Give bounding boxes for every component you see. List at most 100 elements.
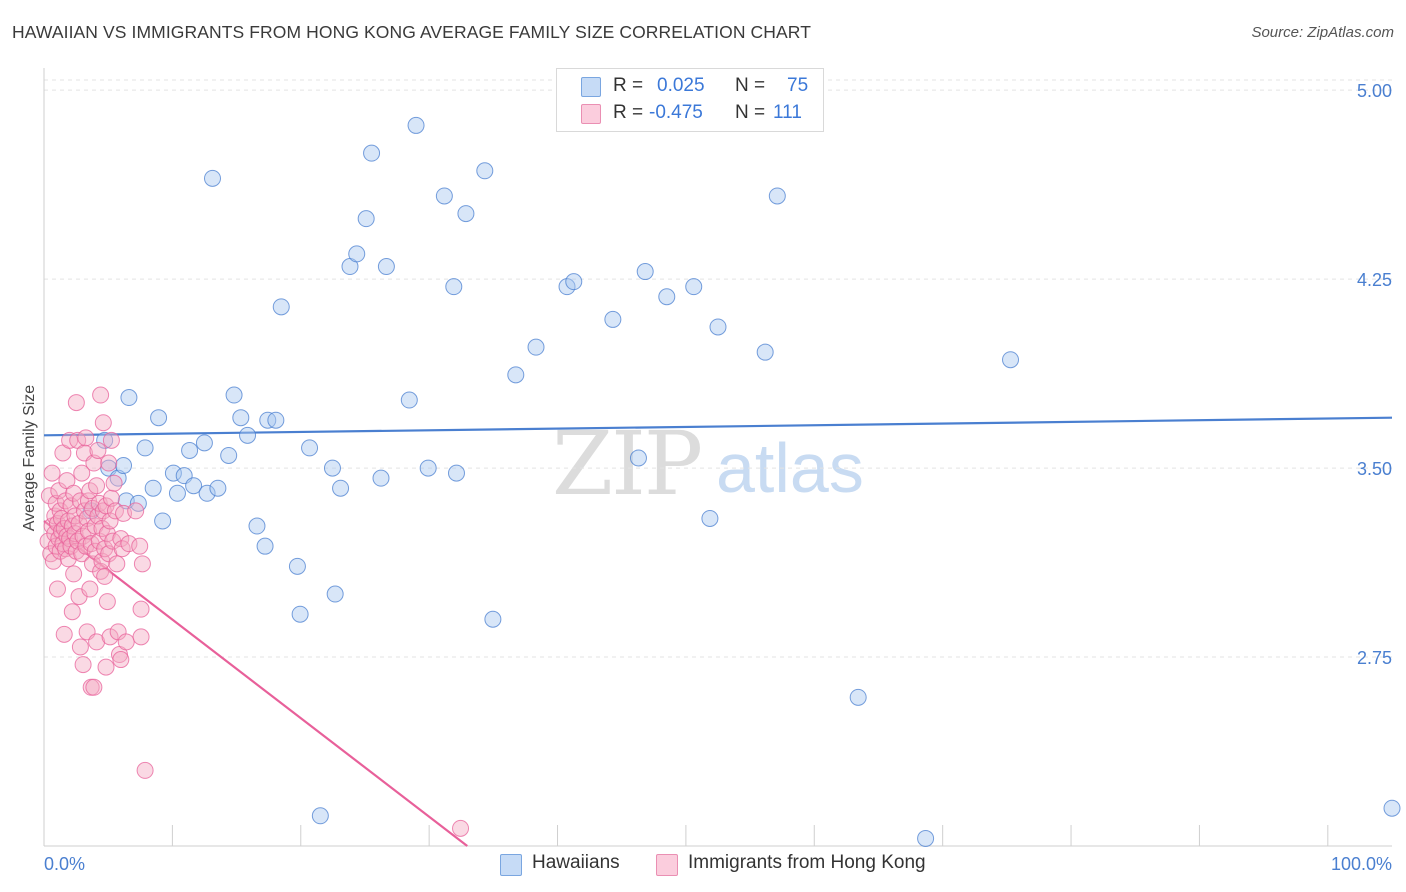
data-point: [48, 580, 66, 598]
data-point: [105, 474, 123, 492]
data-point: [185, 477, 203, 495]
data-point: [565, 273, 583, 291]
data-point: [476, 162, 494, 180]
data-point: [94, 414, 112, 432]
data-point: [74, 656, 92, 674]
y-tick-label: 4.25: [1357, 270, 1392, 290]
stats-legend-row-hawaiians: R = 0.025 N = 75: [557, 74, 823, 100]
data-point: [132, 628, 150, 646]
stats-legend-row-hongkong: R = -0.475 N = 111: [557, 101, 823, 127]
data-point: [73, 464, 91, 482]
data-point: [81, 580, 99, 598]
data-point: [372, 469, 390, 487]
data-point: [357, 210, 375, 228]
legend-r-label: R =: [613, 75, 644, 96]
y-axis-label: Average Family Size: [21, 385, 38, 532]
legend-r-value: 0.025: [657, 75, 705, 96]
data-point: [1002, 351, 1020, 369]
data-point: [55, 625, 73, 643]
gridlines: [44, 79, 1392, 658]
data-point: [636, 263, 654, 281]
data-point: [97, 658, 115, 676]
chart-source: Source: ZipAtlas.com: [1251, 24, 1394, 41]
data-point: [101, 512, 119, 530]
data-point: [435, 187, 453, 205]
legend-r-label: R =: [613, 102, 644, 123]
data-point: [701, 509, 719, 527]
data-point: [225, 386, 243, 404]
data-points: [39, 116, 1401, 847]
data-point: [62, 497, 80, 515]
bottom-legend-label: Immigrants from Hong Kong: [688, 852, 926, 873]
bottom-legend-swatch-hongkong: [656, 854, 678, 876]
data-point: [108, 555, 126, 573]
data-point: [150, 409, 168, 427]
data-point: [248, 517, 266, 535]
data-point: [144, 479, 162, 497]
data-point: [120, 389, 138, 407]
data-point: [63, 603, 81, 621]
data-point: [658, 288, 676, 306]
legend-n-value: 75: [787, 75, 809, 96]
legend-r-value: -0.475: [649, 102, 703, 123]
data-point: [89, 441, 107, 459]
data-point: [239, 426, 257, 444]
bottom-legend-label: Hawaiians: [532, 852, 620, 873]
legend-n-value: 111: [773, 102, 802, 123]
data-point: [209, 479, 227, 497]
data-point: [136, 761, 154, 779]
data-point: [198, 484, 216, 502]
y-tick-label: 3.50: [1357, 459, 1392, 479]
data-point: [348, 245, 366, 263]
data-point: [133, 555, 151, 573]
data-point: [326, 585, 344, 603]
data-point: [96, 431, 114, 449]
data-point: [507, 366, 525, 384]
data-point: [94, 502, 112, 520]
data-point: [288, 557, 306, 575]
data-point: [88, 633, 106, 651]
data-point: [756, 343, 774, 361]
legend-n-label: N =: [735, 75, 766, 96]
data-point: [69, 532, 87, 550]
data-point: [131, 537, 149, 555]
trend-line-0: [43, 416, 1393, 437]
data-point: [232, 409, 250, 427]
y-tick-label: 2.75: [1357, 648, 1392, 668]
data-point: [1383, 799, 1401, 817]
data-point: [604, 310, 622, 328]
data-point: [445, 278, 463, 296]
chart-title: HAWAIIAN VS IMMIGRANTS FROM HONG KONG AV…: [12, 22, 811, 42]
data-point: [768, 187, 786, 205]
data-point: [685, 278, 703, 296]
data-point: [484, 610, 502, 628]
bottom-legend-swatch-hawaiians: [500, 854, 522, 876]
data-point: [92, 386, 110, 404]
data-point: [88, 477, 106, 495]
data-point: [527, 338, 545, 356]
data-point: [101, 628, 119, 646]
data-point: [100, 454, 118, 472]
legend-n-label: N =: [735, 102, 766, 123]
data-point: [120, 535, 138, 553]
y-tick-label: 5.00: [1357, 81, 1392, 101]
data-point: [85, 454, 103, 472]
legend-swatch-hongkong: [581, 104, 601, 124]
data-point: [96, 567, 114, 585]
data-point: [181, 441, 199, 459]
data-point: [301, 439, 319, 457]
series-0: [82, 116, 1401, 847]
axes: [43, 68, 1392, 847]
data-point: [43, 464, 61, 482]
data-point: [400, 391, 418, 409]
data-point: [272, 298, 290, 316]
data-point: [195, 434, 213, 452]
data-point: [136, 439, 154, 457]
data-point: [65, 565, 83, 583]
data-point: [85, 678, 103, 696]
data-point: [407, 116, 425, 134]
trend-lines: [43, 416, 1393, 847]
data-point: [77, 429, 95, 447]
data-point: [204, 169, 221, 187]
